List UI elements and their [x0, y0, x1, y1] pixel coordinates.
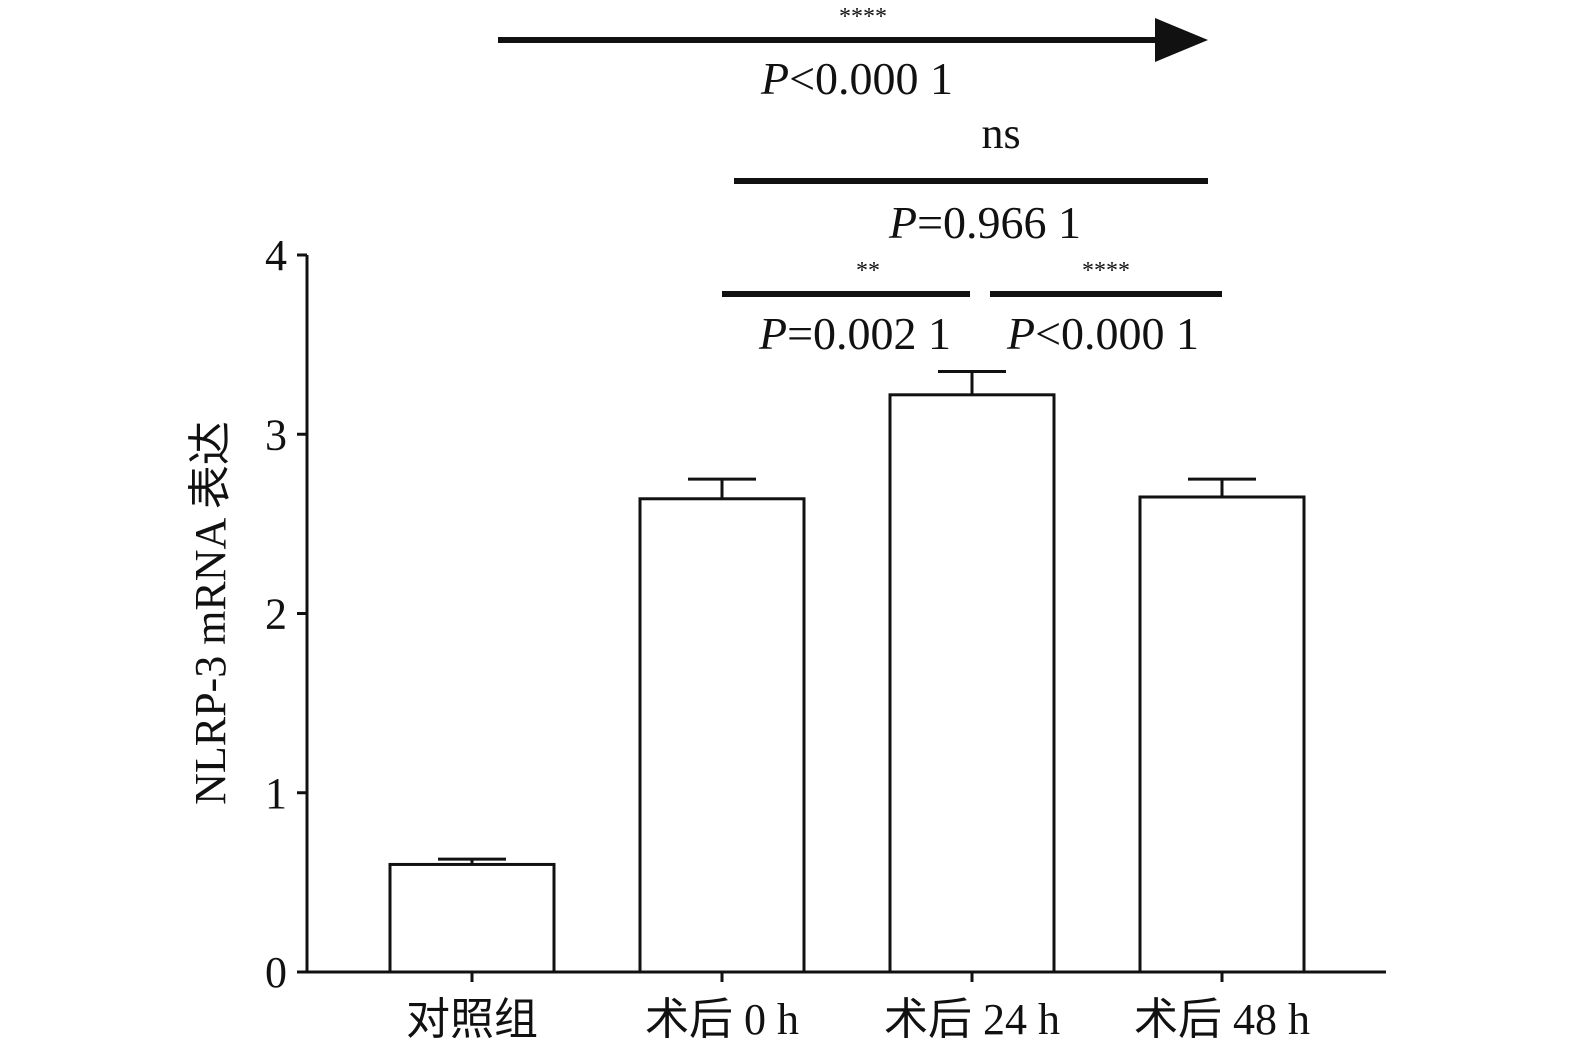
significance-mark: ns [981, 109, 1020, 158]
bar [388, 862, 556, 974]
arrow-head [1155, 18, 1208, 62]
y-tick-label: 2 [265, 590, 287, 639]
significance-mark: ** [856, 258, 880, 284]
y-tick-label: 4 [265, 231, 287, 280]
x-tick-label: 术后 24 h [884, 995, 1060, 1044]
significance-mark: **** [839, 4, 887, 30]
significance-mark: **** [1082, 258, 1130, 284]
p-value-label: P<0.000 1 [760, 53, 953, 104]
x-tick-label: 术后 48 h [1134, 995, 1310, 1044]
p-value-label: P<0.000 1 [1006, 308, 1199, 359]
p-value-label: P=0.966 1 [888, 197, 1081, 248]
bar [888, 393, 1056, 974]
y-axis-label: NLRP-3 mRNA 表达 [186, 421, 235, 805]
bar [1138, 495, 1306, 974]
y-tick-label: 0 [265, 948, 287, 997]
y-tick-label: 1 [265, 769, 287, 818]
x-tick-label: 术后 0 h [645, 995, 799, 1044]
x-tick-label: 对照组 [406, 995, 538, 1044]
p-value-label: P=0.002 1 [758, 308, 951, 359]
y-tick-label: 3 [265, 410, 287, 459]
bar [638, 497, 806, 974]
